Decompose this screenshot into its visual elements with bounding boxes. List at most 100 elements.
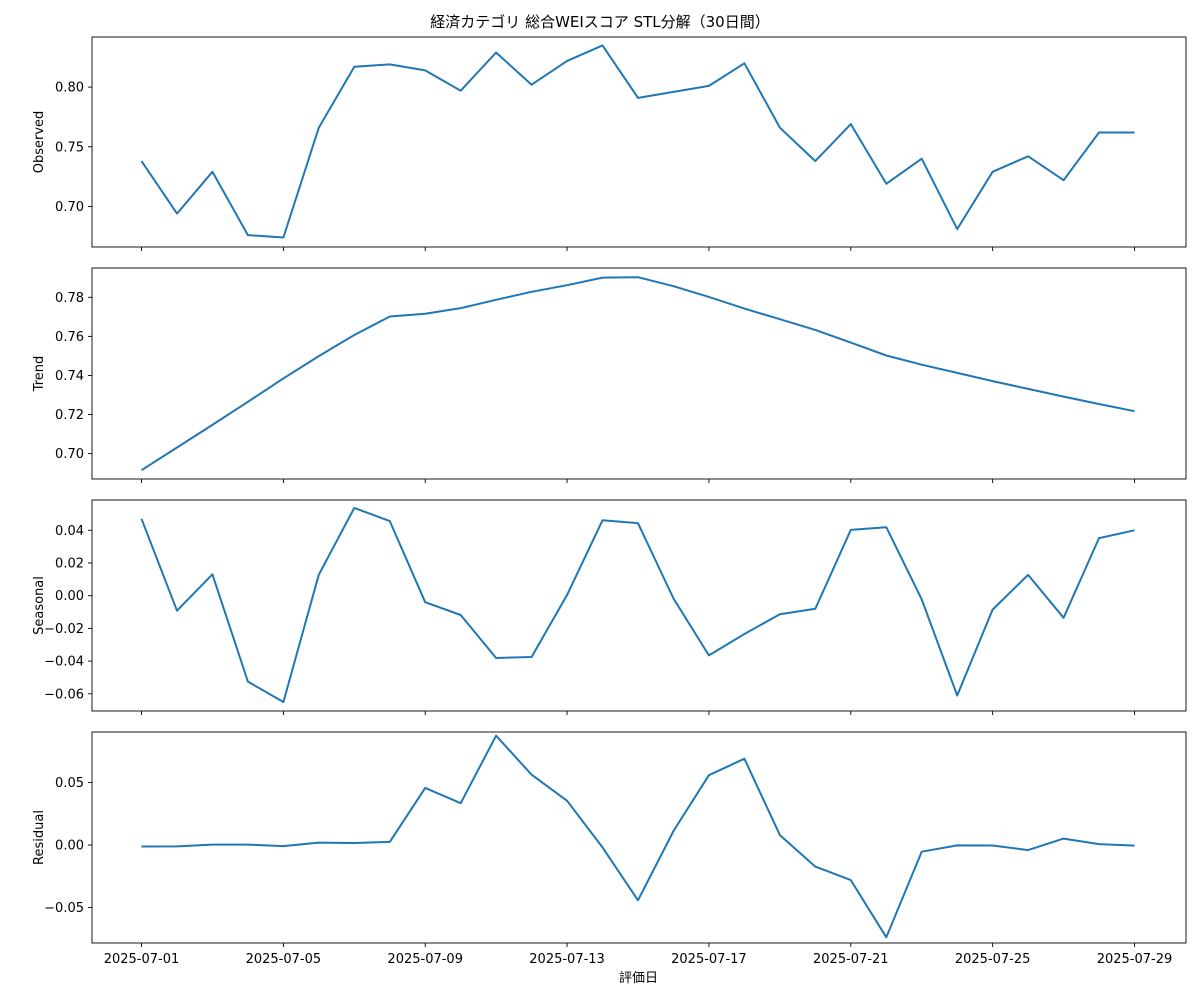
observed-data-point — [211, 171, 213, 173]
residual-data-point — [566, 800, 568, 802]
trend-y-tick-label: 0.78 — [55, 291, 84, 306]
residual-data-point — [247, 844, 249, 846]
seasonal-data-point — [1098, 537, 1100, 539]
seasonal-data-point — [1134, 529, 1136, 531]
observed-data-point — [921, 158, 923, 160]
trend-data-point — [1027, 388, 1029, 390]
observed-data-point — [495, 52, 497, 54]
x-tick-label: 2025-07-13 — [529, 952, 605, 967]
trend-data-point — [282, 377, 284, 379]
seasonal-data-point — [814, 608, 816, 610]
trend-data-point — [318, 355, 320, 357]
seasonal-data-point — [672, 597, 674, 599]
seasonal-data-point — [743, 633, 745, 635]
observed-data-point — [389, 63, 391, 65]
observed-data-point — [176, 213, 178, 215]
trend-y-axis-label: Trend — [32, 356, 47, 393]
seasonal-data-point — [566, 594, 568, 596]
x-tick-label: 2025-07-17 — [671, 952, 747, 967]
trend-data-point — [779, 318, 781, 320]
observed-data-point — [141, 160, 143, 162]
x-tick-label: 2025-07-25 — [955, 952, 1031, 967]
residual-data-point — [389, 841, 391, 843]
observed-data-point — [1134, 131, 1136, 133]
trend-data-point — [495, 299, 497, 301]
observed-data-point — [1098, 131, 1100, 133]
residual-data-point — [176, 845, 178, 847]
x-tick-label: 2025-07-01 — [104, 952, 180, 967]
residual-axes-frame — [91, 731, 1187, 944]
seasonal-data-point — [353, 507, 355, 509]
observed-data-point — [566, 60, 568, 62]
residual-y-axis-label: Residual — [32, 810, 47, 865]
seasonal-y-tick-label: 0.00 — [55, 589, 84, 604]
seasonal-data-point — [247, 681, 249, 683]
seasonal-data-point — [282, 701, 284, 703]
observed-data-point — [602, 44, 604, 46]
residual-data-point — [141, 845, 143, 847]
observed-data-point — [424, 69, 426, 71]
trend-data-point — [992, 380, 994, 382]
seasonal-data-point — [885, 526, 887, 528]
trend-series-line — [140, 276, 1135, 472]
residual-data-point — [992, 844, 994, 846]
residual-y-tick-label: 0.00 — [55, 838, 84, 853]
seasonal-y-axis-label: Seasonal — [32, 576, 47, 635]
observed-y-tick-label: 0.70 — [55, 200, 84, 215]
trend-y-tick-label: 0.70 — [55, 447, 84, 462]
observed-data-point — [672, 91, 674, 93]
observed-data-point — [850, 123, 852, 125]
trend-data-point — [672, 285, 674, 287]
observed-axes-frame — [91, 36, 1187, 248]
observed-y-tick-label: 0.80 — [55, 81, 84, 96]
residual-data-point — [282, 845, 284, 847]
trend-data-point — [1063, 396, 1065, 398]
residual-data-point — [672, 830, 674, 832]
residual-data-point — [956, 844, 958, 846]
x-tick-label: 2025-07-21 — [813, 952, 889, 967]
residual-y-tick-label: −0.05 — [44, 901, 84, 916]
seasonal-data-point — [1063, 617, 1065, 619]
x-tick-label: 2025-07-05 — [246, 952, 322, 967]
residual-data-point — [460, 802, 462, 804]
trend-data-point — [247, 401, 249, 403]
trend-axes-frame — [91, 267, 1187, 480]
observed-y-tick-label: 0.75 — [55, 140, 84, 155]
residual-data-point — [637, 899, 639, 901]
observed-data-point — [708, 85, 710, 87]
residual-data-point — [708, 774, 710, 776]
chart-title: 経済カテゴリ 総合WEIスコア STL分解（30日間） — [430, 13, 770, 31]
x-tick-label: 2025-07-09 — [387, 952, 463, 967]
residual-data-point — [921, 851, 923, 853]
residual-data-point — [318, 842, 320, 844]
observed-data-point — [637, 97, 639, 99]
trend-data-point — [141, 469, 143, 471]
trend-y-tick-label: 0.72 — [55, 408, 84, 423]
residual-data-point — [779, 834, 781, 836]
x-tick-label: 2025-07-29 — [1097, 952, 1173, 967]
observed-data-point — [531, 84, 533, 86]
seasonal-data-point — [389, 520, 391, 522]
observed-data-point — [1027, 155, 1029, 157]
trend-y-tick-label: 0.74 — [55, 369, 84, 384]
trend-data-point — [1098, 403, 1100, 405]
trend-data-point — [176, 447, 178, 449]
seasonal-data-point — [460, 614, 462, 616]
trend-data-point — [389, 315, 391, 317]
seasonal-data-point — [211, 573, 213, 575]
seasonal-data-point — [992, 609, 994, 611]
observed-data-point — [282, 236, 284, 238]
residual-data-point — [495, 735, 497, 737]
trend-data-point — [531, 291, 533, 293]
seasonal-y-tick-label: −0.06 — [44, 687, 84, 702]
seasonal-series-line — [140, 506, 1135, 703]
trend-data-point — [424, 313, 426, 315]
seasonal-data-point — [956, 694, 958, 696]
trend-data-point — [708, 296, 710, 298]
seasonal-data-point — [176, 610, 178, 612]
seasonal-data-point — [637, 522, 639, 524]
residual-data-point — [885, 936, 887, 938]
seasonal-data-point — [779, 613, 781, 615]
observed-data-point — [779, 127, 781, 129]
trend-data-point — [602, 277, 604, 279]
